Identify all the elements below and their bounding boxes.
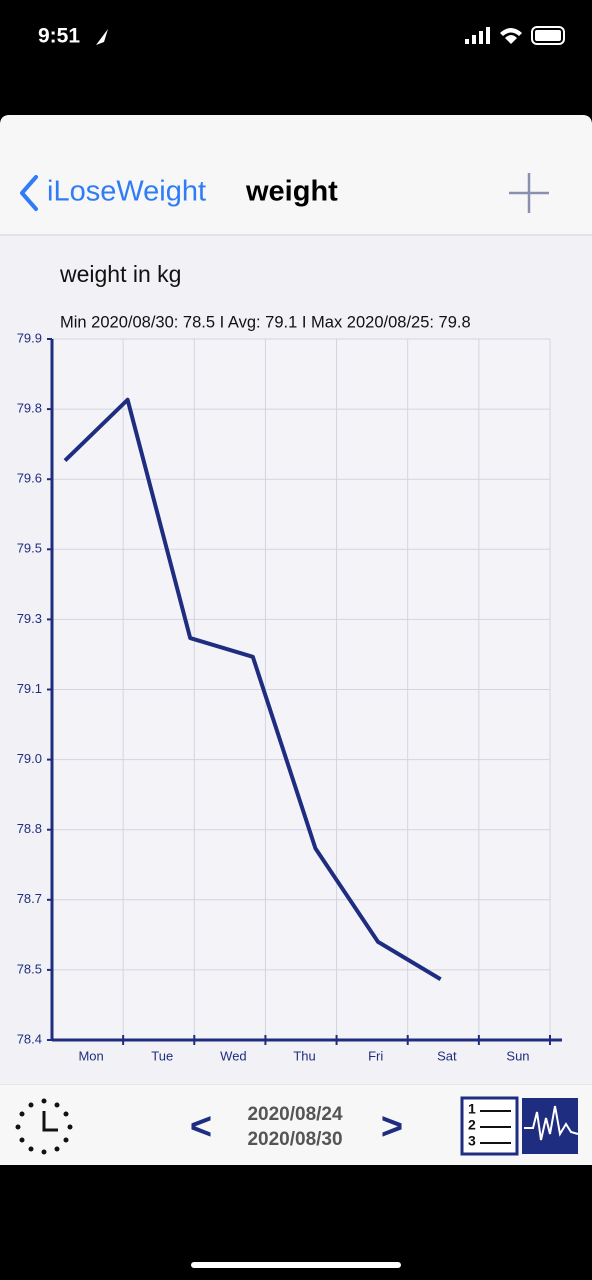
- back-chevron[interactable]: [20, 175, 38, 211]
- y-tick-label: 79.9: [17, 330, 42, 345]
- svg-text:2: 2: [468, 1117, 476, 1133]
- previous-week[interactable]: <: [190, 1106, 212, 1148]
- y-tick-label: 79.5: [17, 541, 42, 556]
- y-tick-label: 79.8: [17, 401, 42, 416]
- history-button[interactable]: [15, 1098, 73, 1155]
- nav-bar: [0, 115, 592, 235]
- battery-level: [535, 30, 561, 41]
- x-tick-label: Tue: [151, 1048, 173, 1063]
- nav-title: weight: [245, 176, 338, 208]
- y-tick-label: 78.4: [17, 1031, 42, 1046]
- y-tick-label: 78.7: [17, 891, 42, 906]
- add-button[interactable]: [509, 173, 549, 213]
- x-tick-label: Thu: [293, 1048, 315, 1063]
- x-tick-label: Sun: [506, 1048, 529, 1063]
- chart-title: weight in kg: [59, 261, 181, 287]
- weight-line: [63, 397, 442, 981]
- x-tick-label: Sat: [437, 1048, 457, 1063]
- start-date: 2020/08/24: [247, 1104, 343, 1125]
- y-tick-label: 79.1: [17, 681, 42, 696]
- y-tick-label: 79.3: [17, 611, 42, 626]
- y-tick-label: 79.6: [17, 471, 42, 486]
- chart-view-button[interactable]: [522, 1098, 579, 1154]
- wifi-icon: [500, 28, 522, 44]
- chart: weight in kg Min 2020/08/30: 78.5 I Avg:…: [17, 261, 562, 1063]
- x-tick-label: Mon: [78, 1048, 103, 1063]
- y-tick-label: 78.8: [17, 821, 42, 836]
- home-indicator: [191, 1262, 401, 1268]
- svg-text:3: 3: [468, 1133, 476, 1149]
- next-week[interactable]: >: [381, 1106, 403, 1148]
- list-view-button[interactable]: 123: [460, 1096, 519, 1156]
- back-button[interactable]: iLoseWeight: [47, 176, 206, 208]
- location-icon: [96, 29, 108, 45]
- x-tick-label: Fri: [368, 1048, 383, 1063]
- signal-icon: [465, 27, 490, 44]
- y-tick-label: 78.5: [17, 961, 42, 976]
- svg-text:1: 1: [468, 1101, 476, 1117]
- y-tick-label: 79.0: [17, 751, 42, 766]
- battery-icon: [531, 26, 565, 45]
- status-time: 9:51: [38, 25, 80, 48]
- end-date: 2020/08/30: [247, 1129, 342, 1150]
- x-tick-label: Wed: [220, 1048, 247, 1063]
- chart-subtitle: Min 2020/08/30: 78.5 I Avg: 79.1 I Max 2…: [60, 313, 471, 331]
